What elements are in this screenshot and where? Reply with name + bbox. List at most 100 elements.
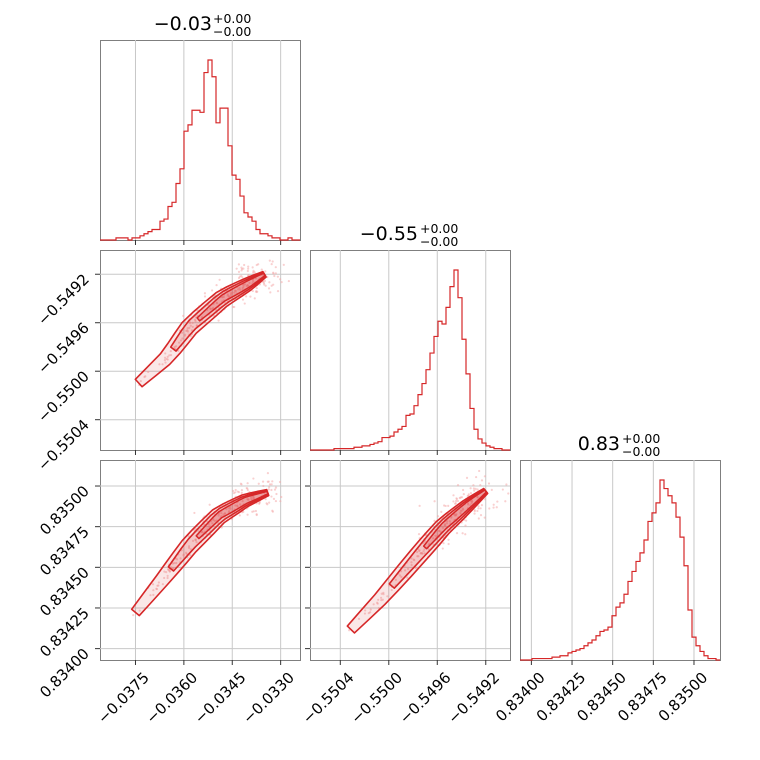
scatter-point [464,524,467,527]
scatter-point [263,279,267,282]
contour-level-1 [134,270,267,388]
contour-level-1 [130,488,270,617]
scatter-point [257,482,260,485]
scatter-point [183,334,186,337]
scatter-point [476,496,479,499]
scatter-point [504,500,507,503]
scatter-point [237,263,240,266]
scatter-point [240,274,243,278]
scatter-point [266,480,269,483]
scatter-point [193,511,196,515]
scatter-point [215,301,218,304]
x-tick-label: −0.5496 [396,669,455,728]
scatter-point [270,488,273,492]
scatter-point [157,581,160,584]
y-tick-label: −0.5500 [34,367,93,426]
scatter-point [270,263,273,266]
scatter-point [266,472,270,475]
scatter-point [239,288,242,291]
scatter-point [483,516,486,519]
scatter-point [445,522,449,525]
scatter-point [217,514,220,517]
scatter-point [234,491,237,494]
scatter-point [469,487,472,490]
scatter-point [467,493,470,496]
scatter-point [203,295,207,298]
scatter-point [233,291,236,294]
scatter-point [182,553,185,556]
scatter-point [167,569,170,572]
scatter-point [186,327,189,330]
scatter-point [492,503,495,506]
scatter-point [182,314,185,317]
scatter-point [251,289,254,293]
scatter-point [488,507,491,510]
scatter-point [238,514,241,517]
scatter-point [406,567,410,570]
contour-level-3 [422,489,488,550]
scatter-point [245,295,248,298]
scatter-point [171,566,174,570]
scatter-point [147,370,150,374]
scatter-point [139,379,142,383]
scatter-point [436,515,440,518]
histogram-param-1 [310,269,510,451]
x-tick-label: −0.0330 [239,669,298,728]
scatter-point [270,483,273,486]
scatter-point [169,354,173,357]
scatter-point [418,504,421,507]
scatter-point [241,500,244,503]
scatter-point [268,486,271,489]
scatter-point [191,325,194,329]
scatter-point [422,550,425,553]
scatter-point [433,500,436,503]
title-value: 0.83 [578,433,620,455]
scatter-point [348,629,351,632]
scatter-point [453,514,457,517]
scatter-point [163,576,166,580]
scatter-point [465,476,469,479]
hist-panel-param-2 [520,460,721,661]
scatter-point [275,492,278,496]
scatter-point [194,538,197,541]
scatter-point [213,519,217,523]
scatter-point [246,488,249,492]
scatter-point [268,281,271,284]
scatter-point [272,497,276,501]
scatter-point [475,475,478,479]
scatter-point [423,552,426,555]
scatter-point [228,295,231,298]
scatter-point [233,305,236,309]
scatter-point [234,289,237,293]
scatter-point [163,358,166,362]
scatter-point [473,512,476,515]
scatter-point [459,512,462,515]
scatter-point [248,281,251,285]
scatter-point [184,551,188,554]
scatter-point [477,507,480,510]
scatter-point [203,292,207,295]
scatter-point [474,487,477,490]
scatter-point [363,612,367,615]
scatter-point [168,354,171,357]
scatter-point [239,503,242,506]
scatter-point [189,548,192,551]
scatter-point [461,507,464,510]
scatter-point [476,509,479,513]
scatter-point [152,589,155,592]
scatter-point [226,293,230,296]
scatter-point [438,529,441,533]
title-param-0: −0.03 [154,13,212,35]
scatter-point [456,499,460,503]
scatter-point [423,548,426,551]
scatter-point [490,488,493,491]
scatter-point [243,302,246,305]
scatter-point [448,520,451,523]
scatter-point [251,510,254,513]
scatter-point [418,549,421,553]
scatter-point [188,326,191,329]
scatter-point [251,266,254,269]
scatter-point [237,288,240,291]
scatter-point [452,494,455,497]
